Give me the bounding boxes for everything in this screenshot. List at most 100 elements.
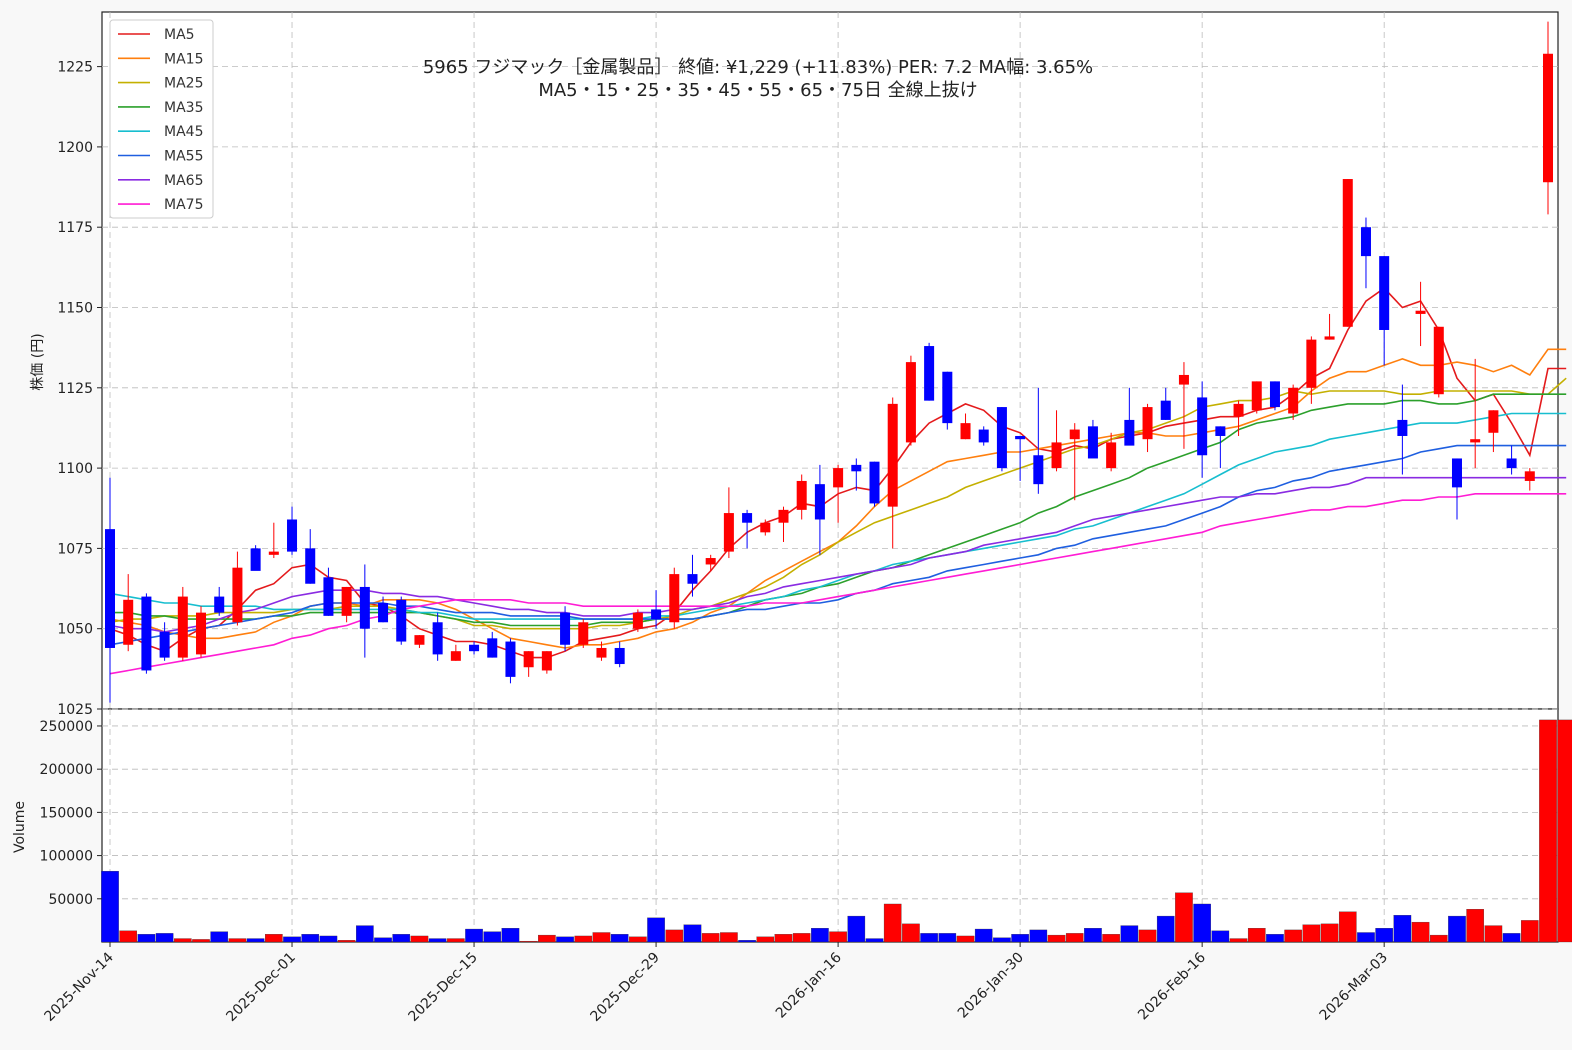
volume-bar bbox=[610, 934, 629, 943]
candle-body bbox=[1251, 381, 1262, 411]
volume-bar bbox=[337, 940, 356, 943]
volume-bar bbox=[1375, 928, 1393, 943]
candle-body bbox=[1197, 397, 1208, 456]
volume-panel bbox=[101, 708, 1559, 943]
volume-bar bbox=[1084, 928, 1102, 943]
candle-body bbox=[796, 480, 807, 510]
candle-body bbox=[1306, 339, 1317, 388]
candle-body bbox=[541, 651, 552, 671]
volume-bar bbox=[902, 923, 920, 943]
volume-bar bbox=[701, 933, 720, 943]
volume-bar bbox=[301, 934, 320, 943]
volume-y-ticks: 50000 100000 150000 200000 250000 bbox=[40, 719, 102, 908]
volume-bar bbox=[428, 938, 447, 943]
legend-box bbox=[109, 19, 214, 219]
candle-body bbox=[1087, 426, 1098, 459]
candle-body bbox=[960, 423, 971, 440]
volume-tick-label: 50000 bbox=[48, 892, 93, 908]
candle-body bbox=[942, 371, 953, 424]
volume-bar bbox=[774, 934, 793, 943]
candle-body bbox=[651, 609, 662, 620]
volume-bar bbox=[1011, 934, 1029, 943]
volume-bar bbox=[1211, 930, 1230, 943]
candle-body bbox=[1269, 381, 1280, 408]
volume-bar bbox=[720, 932, 738, 943]
volume-bar bbox=[246, 938, 265, 943]
candle-body bbox=[869, 461, 880, 504]
volume-bar bbox=[829, 931, 847, 943]
candle-body bbox=[1069, 429, 1080, 440]
ma-line-ma35 bbox=[110, 393, 1567, 627]
candle-body bbox=[996, 407, 1007, 469]
candle-body bbox=[1506, 458, 1517, 469]
volume-bar bbox=[1029, 929, 1048, 943]
candle-body bbox=[1451, 458, 1462, 488]
ma-line-ma55 bbox=[109, 444, 1567, 646]
price-tick-label: 1225 bbox=[57, 60, 93, 76]
volume-bar bbox=[1247, 928, 1266, 943]
candle-body bbox=[1142, 407, 1153, 440]
candle-body bbox=[323, 577, 334, 616]
candle-body bbox=[523, 651, 534, 668]
volume-bar bbox=[811, 928, 829, 943]
volume-bar bbox=[1156, 915, 1175, 943]
volume-bar bbox=[1320, 923, 1339, 943]
volume-bar bbox=[374, 937, 392, 943]
price-tick-label: 1050 bbox=[57, 622, 93, 638]
candle-body bbox=[469, 644, 480, 652]
volume-bar bbox=[174, 938, 192, 943]
volume-bar bbox=[356, 925, 374, 943]
volume-bar bbox=[1466, 909, 1484, 943]
chart-subtitle: MA5・15・25・35・45・55・65・75日 全線上抜け bbox=[538, 80, 977, 101]
legend-entry: MA55 bbox=[164, 149, 203, 165]
candle-body bbox=[560, 612, 571, 645]
price-y-ticks: 1025 1050 1075 1100 1125 1150 1175 1200 1225 bbox=[57, 60, 102, 718]
candle-body bbox=[414, 635, 425, 645]
legend-entry: MA15 bbox=[164, 51, 203, 67]
candle-body bbox=[1360, 227, 1371, 257]
volume-bars bbox=[101, 719, 1572, 943]
candle-body bbox=[214, 596, 225, 613]
candle-body bbox=[232, 567, 243, 623]
volume-bar bbox=[1193, 903, 1211, 943]
price-axis-label: 株価 (円) bbox=[30, 333, 46, 390]
legend-entry: MA25 bbox=[164, 76, 203, 92]
candle-body bbox=[1178, 374, 1189, 385]
ma-line-ma45 bbox=[109, 412, 1567, 620]
volume-bar bbox=[519, 940, 538, 943]
volume-bar bbox=[665, 929, 684, 943]
volume-bar bbox=[956, 935, 975, 943]
candle-body bbox=[742, 513, 753, 523]
volume-bar bbox=[1484, 925, 1503, 943]
candle-body bbox=[305, 548, 316, 584]
volume-bar bbox=[283, 936, 301, 943]
moving-average-lines bbox=[109, 287, 1567, 675]
volume-tick-label: 200000 bbox=[40, 762, 93, 778]
candle-body bbox=[359, 586, 370, 629]
candle-body bbox=[1015, 435, 1026, 440]
volume-bar bbox=[1229, 938, 1248, 943]
legend-entry: MA45 bbox=[164, 124, 203, 140]
volume-bar bbox=[738, 940, 756, 943]
candlesticks bbox=[104, 21, 1554, 703]
price-tick-label: 1100 bbox=[57, 461, 93, 477]
candle-body bbox=[596, 647, 607, 658]
candle-body bbox=[669, 574, 680, 623]
volume-bar bbox=[1047, 934, 1066, 943]
volume-bar bbox=[792, 933, 811, 943]
candle-body bbox=[978, 429, 989, 443]
candle-body bbox=[1051, 442, 1062, 469]
candle-body bbox=[396, 599, 407, 642]
ma-line-ma25 bbox=[109, 377, 1567, 630]
volume-bar bbox=[993, 937, 1011, 943]
volume-bar bbox=[756, 936, 775, 943]
volume-bar bbox=[1502, 933, 1521, 943]
volume-bar bbox=[574, 935, 593, 943]
candle-body bbox=[887, 403, 898, 507]
legend: MA5 MA15 MA25 MA35 MA45 MA55 MA65 MA75 bbox=[109, 19, 214, 219]
volume-bar bbox=[483, 931, 502, 943]
volume-bar bbox=[883, 903, 902, 943]
volume-bar bbox=[1175, 892, 1193, 943]
candle-body bbox=[104, 529, 116, 648]
candle-body bbox=[614, 647, 625, 665]
